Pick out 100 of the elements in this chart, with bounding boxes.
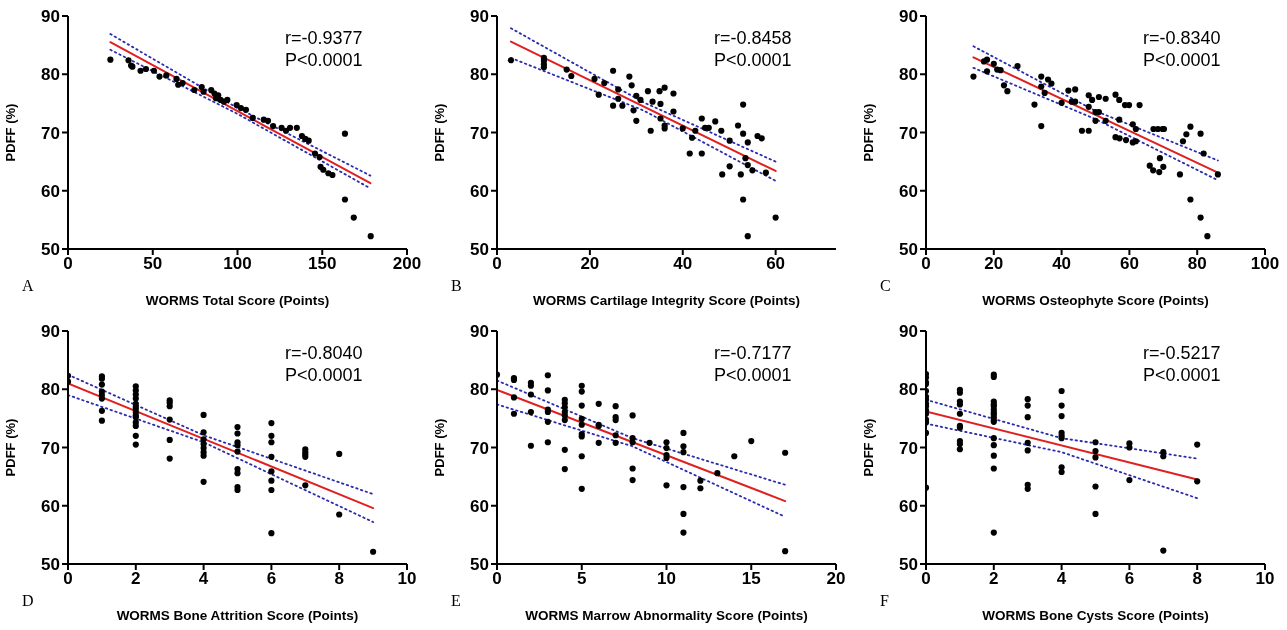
- point: [610, 67, 617, 74]
- point: [656, 88, 663, 95]
- point: [316, 153, 323, 161]
- x-tick-label: 2: [989, 569, 999, 589]
- point: [350, 214, 357, 221]
- x-tick-label: 10: [657, 569, 676, 589]
- point: [744, 139, 751, 146]
- point: [615, 86, 622, 93]
- point: [740, 130, 747, 137]
- point: [670, 90, 677, 97]
- y-tick-label: 80: [899, 380, 918, 400]
- point: [264, 117, 272, 124]
- x-tick-label: 20: [984, 254, 1004, 274]
- point: [737, 171, 744, 178]
- point: [615, 95, 622, 102]
- point: [726, 163, 733, 170]
- x-tick-label: 4: [198, 569, 209, 589]
- point: [595, 91, 602, 98]
- point: [712, 118, 719, 125]
- y-axis-title: PDFF (%): [431, 103, 447, 162]
- annotation: r=-0.8040: [285, 343, 363, 363]
- x-axis-title: WORMS Bone Cysts Score (Points): [982, 608, 1209, 623]
- point: [242, 106, 250, 113]
- x-tick-label: 15: [741, 569, 761, 589]
- point: [156, 73, 163, 80]
- point: [661, 84, 668, 91]
- y-axis-title: PDFF (%): [2, 418, 18, 477]
- point: [311, 150, 319, 157]
- x-tick-label: 80: [1187, 254, 1207, 274]
- annotation: r=-0.5217: [1143, 343, 1221, 363]
- y-axis-title: PDFF (%): [860, 418, 876, 477]
- annotation: P<0.0001: [714, 365, 792, 385]
- x-tick-label: 10: [1255, 569, 1275, 589]
- x-tick-label: 50: [143, 254, 163, 274]
- point: [630, 107, 637, 114]
- annotation: r=-0.9377: [285, 28, 363, 48]
- text: E: [451, 592, 461, 610]
- text: B: [451, 277, 462, 295]
- x-axis-title: WORMS Bone Attrition Score (Points): [116, 608, 359, 623]
- point: [762, 169, 769, 176]
- x-tick-label: 20: [826, 569, 846, 589]
- point: [657, 100, 664, 108]
- point: [649, 98, 656, 105]
- point: [610, 102, 617, 109]
- x-tick-label: 4: [1056, 569, 1067, 589]
- x-tick-label: 0: [921, 254, 931, 274]
- y-tick-label: 80: [41, 380, 60, 400]
- point: [200, 88, 207, 95]
- point: [670, 108, 677, 115]
- y-tick-label: 90: [470, 322, 489, 342]
- x-tick-label: 0: [63, 254, 73, 274]
- point: [198, 83, 205, 91]
- y-tick-label: 70: [899, 438, 918, 458]
- point: [688, 134, 696, 141]
- y-tick-label: 70: [470, 123, 489, 143]
- point: [150, 67, 158, 74]
- point: [341, 130, 349, 137]
- x-tick-label: 0: [921, 569, 931, 589]
- x-tick-label: 0: [492, 254, 502, 274]
- y-axis-title: PDFF (%): [2, 103, 18, 162]
- point: [644, 88, 652, 95]
- point: [191, 86, 198, 94]
- text: F: [880, 592, 889, 610]
- point: [619, 102, 626, 109]
- x-tick-label: 100: [1250, 254, 1280, 274]
- x-tick-label: 5: [577, 569, 587, 589]
- x-tick-label: 8: [1192, 569, 1202, 589]
- y-tick-label: 60: [41, 181, 60, 201]
- point: [237, 104, 244, 112]
- point: [686, 150, 693, 157]
- point: [633, 92, 640, 99]
- annotation: P<0.0001: [714, 50, 792, 70]
- text: C: [880, 277, 891, 295]
- y-tick-label: 70: [899, 123, 918, 143]
- text: D: [22, 592, 34, 610]
- point: [626, 73, 633, 80]
- point: [637, 96, 644, 103]
- x-tick-label: 100: [223, 254, 252, 274]
- y-tick-label: 90: [899, 7, 918, 27]
- point: [698, 115, 705, 122]
- x-tick-label: 0: [492, 569, 502, 589]
- x-tick-label: 6: [266, 569, 277, 589]
- point: [249, 114, 256, 122]
- y-tick-label: 60: [41, 496, 60, 516]
- annotation: P<0.0001: [285, 50, 363, 70]
- point: [749, 167, 756, 174]
- point: [293, 124, 300, 131]
- point: [591, 75, 598, 82]
- point: [705, 124, 712, 131]
- y-tick-label: 80: [470, 380, 489, 400]
- point: [137, 67, 144, 74]
- point: [718, 127, 725, 134]
- x-tick-label: 0: [63, 569, 73, 589]
- point: [698, 150, 705, 157]
- x-tick-label: 60: [1119, 254, 1139, 274]
- point: [125, 57, 132, 64]
- point: [224, 96, 231, 103]
- y-tick-label: 70: [41, 438, 60, 458]
- point: [647, 127, 654, 134]
- point: [601, 79, 608, 87]
